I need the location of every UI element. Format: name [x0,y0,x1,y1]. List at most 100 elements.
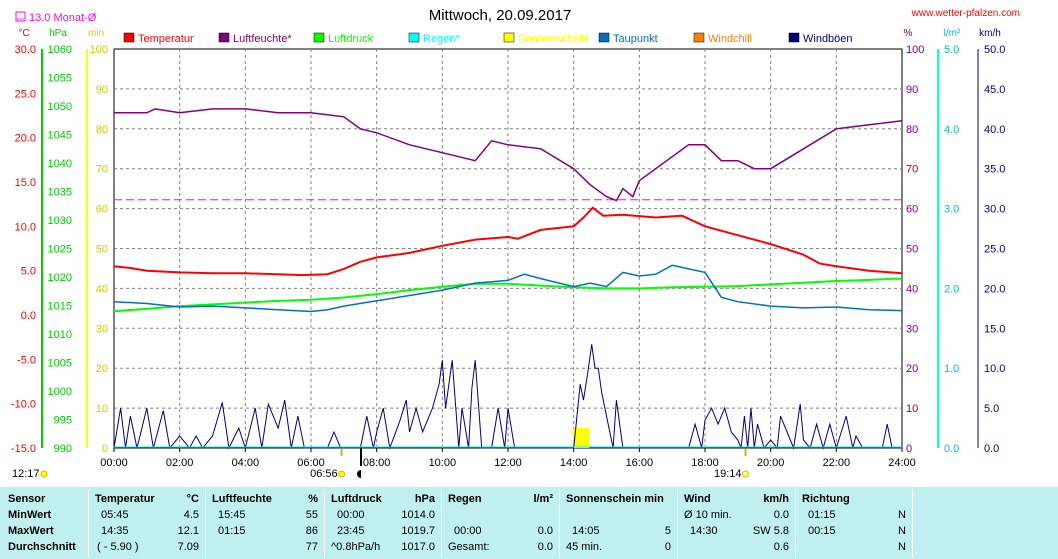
humidity-axis-tick: 40 [906,283,918,295]
wind-axis-tick: 35.0 [984,164,1005,176]
temperature-header: Temperatur [95,493,155,505]
wind-axis-tick: 10.0 [984,363,1005,375]
pressure-axis-tick: 1020 [48,272,72,284]
legend-swatch [313,32,325,43]
temp-axis-tick: -15.0 [11,443,36,455]
legend-label: Luftfeuchte* [233,33,292,45]
legend-swatch [218,32,230,43]
legend-swatch [788,32,800,43]
legend-label: Regen* [423,33,460,45]
temperature-column: Temperatur °C 05:45 4.5 14:35 12.1 ( - 5.90… [89,487,205,559]
legend-swatch [123,32,135,43]
time-tick-label: 10:00 [429,457,457,469]
wind-avg-value: 0.0 [773,509,789,521]
humidity-unit: % [308,493,318,505]
wind-max-value: SW 5.8 [752,525,789,537]
humidity-axis-tick: 10 [906,403,918,415]
rain-header: Regen [448,493,482,505]
monthly-avg-label: 13.0 Monat-Ø [29,12,97,24]
rain-max-time: 00:00 [454,525,482,537]
temperature-avg-value: 7.09 [177,541,199,553]
series-line-luftdruck [113,277,902,313]
sun-axis-tick: 0 [102,443,108,455]
pressure-axis-tick: 995 [54,415,72,427]
wind-axis-tick: 15.0 [984,323,1005,335]
sunshine-max-value: 5 [664,525,671,537]
sensor-row-avg: Durchschnitt [8,541,76,553]
wind-axis-tick: 5.0 [984,403,999,415]
weather-chart: Mittwoch, 20.09.2017 www.wetter-pfalzen.… [0,0,1058,487]
sunshine-total-value: 0 [664,541,671,553]
time-tick-label: 08:00 [363,457,391,469]
wind-axis-tick: 20.0 [984,283,1005,295]
wind-axis-unit: km/h [979,28,1001,39]
sunshine-total-label: 45 min. [566,541,603,553]
sunset-time: 19:14 [714,468,742,480]
rain-column: Regen l/m² 00:00 0.0 Gesamt: 0.0 [442,487,559,559]
pressure-axis-tick: 1045 [48,130,72,142]
time-tick-label: 04:00 [232,457,260,469]
humidity-min-value: 55 [305,509,318,521]
monthly-avg-icon [15,11,26,22]
pressure-axis-tick: 1025 [48,244,72,256]
sun-axis-tick: 30 [96,323,108,335]
rain-max-value: 0.0 [537,525,553,537]
legend-swatch [503,32,515,43]
pressure-axis-unit: hPa [49,28,67,39]
humidity-avg-value: 77 [305,541,318,553]
humidity-axis-tick: 60 [906,204,918,216]
pressure-axis-tick: 1010 [48,329,72,341]
humidity-axis-tick: 70 [906,164,918,176]
pressure-min-time: 00:00 [337,509,365,521]
legend-label: Temperatur [138,33,194,45]
pressure-axis-tick: 1035 [48,187,72,199]
rain-axis-tick: 2.0 [944,283,959,295]
series [113,108,903,450]
time-tick-label: 02:00 [166,457,194,469]
rain-axis-tick: 5.0 [944,44,959,56]
sunrise-time: 06:56 [310,468,338,480]
wind-unit: km/h [763,493,789,505]
column-divider [795,489,796,557]
sunshine-max-time: 14:05 [572,525,600,537]
temperature-avg-note: ( - 5.90 ) [97,541,139,553]
sun-axis-tick: 50 [96,244,108,256]
sun-axis-tick: 100 [90,44,108,56]
humidity-axis-tick: 50 [906,244,918,256]
temp-axis-tick: 15.0 [15,177,36,189]
temp-axis-tick: 5.0 [21,266,36,278]
direction-min-time: 01:15 [808,509,836,521]
sensor-row-min: MinWert [8,509,52,521]
rain-total-value: 0.0 [537,541,553,553]
pressure-avg-value: 1017.0 [401,541,435,553]
time-tick-label: 00:00 [100,457,128,469]
sun-axis-tick: 40 [96,283,108,295]
humidity-header: Luftfeuchte [212,493,272,505]
sunrise-icon [338,470,346,478]
wind-axis-tick: 25.0 [984,244,1005,256]
pressure-axis-tick: 990 [54,443,72,455]
direction-avg-value: N [898,541,906,553]
sunset-icon [741,470,749,478]
time-tick-label: 18:00 [691,457,719,469]
time-tick-label: 22:00 [823,457,851,469]
time-tick-label: 24:00 [888,457,916,469]
sun-axis-tick: 10 [96,403,108,415]
column-divider [324,489,325,557]
website-label[interactable]: www.wetter-pfalzen.com [911,8,1020,19]
series-line-taupunkt [113,264,903,313]
chart-background [0,0,1058,487]
temperature-unit: °C [186,493,199,505]
column-divider [441,489,442,557]
legend-label: Taupunkt [613,33,658,45]
direction-max-value: N [898,525,906,537]
sensor-header: Sensor [8,493,46,505]
wind-axis-tick: 45.0 [984,84,1005,96]
pressure-axis-tick: 1055 [48,73,72,85]
sensor-column: Sensor MinWert MaxWert Durchschnitt [0,487,88,559]
time-tick-label: 12:00 [494,457,522,469]
legend-label: Windchill [708,33,752,45]
temp-axis-unit: °C [18,28,29,39]
rain-unit: l/m² [533,493,553,505]
column-divider [677,489,678,557]
